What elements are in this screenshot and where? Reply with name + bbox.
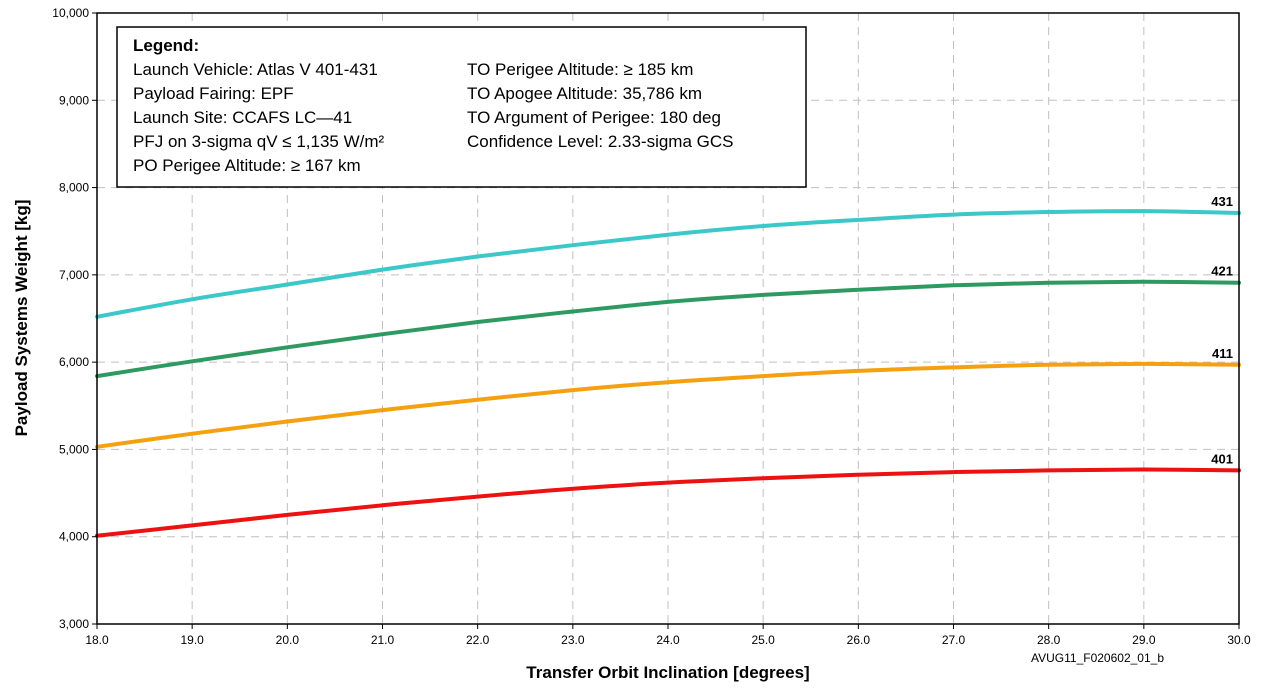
x-axis-ticks: 18.0 19.0 20.0 21.0 22.0 23.0 24.0 25.0 26.0 27.0… xyxy=(85,624,1251,647)
y-tick-label: 4,000 xyxy=(59,530,89,544)
legend-right-line: TO Apogee Altitude: 35,786 km xyxy=(467,84,702,103)
series-label-401: 401 xyxy=(1211,451,1233,466)
y-axis-ticks: 3,000 4,000 5,000 6,000 7,000 8,000 9,000 10,00… xyxy=(52,6,97,631)
series-labels: 401 411 421 431 xyxy=(1211,194,1233,466)
x-axis-title: Transfer Orbit Inclination [degrees] xyxy=(526,663,809,682)
legend-left-line: Payload Fairing: EPF xyxy=(133,84,294,103)
figure-id: AVUG11_F020602_01_b xyxy=(1031,651,1164,665)
x-tick-label: 25.0 xyxy=(751,633,775,647)
series-label-411: 411 xyxy=(1212,346,1233,361)
x-tick-label: 24.0 xyxy=(656,633,680,647)
x-tick-label: 26.0 xyxy=(847,633,871,647)
x-tick-label: 28.0 xyxy=(1037,633,1061,647)
series-label-421: 421 xyxy=(1211,264,1233,279)
x-tick-label: 22.0 xyxy=(466,633,490,647)
x-tick-label: 19.0 xyxy=(180,633,204,647)
x-tick-label: 23.0 xyxy=(561,633,585,647)
legend-frame xyxy=(116,26,807,188)
y-tick-label: 5,000 xyxy=(59,442,89,456)
legend-left-line: Launch Vehicle: Atlas V 401-431 xyxy=(133,60,378,79)
legend-left-line: PO Perigee Altitude: ≥ 167 km xyxy=(133,156,361,175)
legend-heading: Legend: xyxy=(133,36,199,55)
y-tick-label: 3,000 xyxy=(59,617,89,631)
legend-box: Legend: Launch Vehicle: Atlas V 401-431 … xyxy=(116,26,807,188)
y-tick-label: 6,000 xyxy=(59,355,89,369)
y-tick-label: 7,000 xyxy=(59,268,89,282)
series-label-431: 431 xyxy=(1211,194,1233,209)
y-tick-label: 10,000 xyxy=(52,6,89,20)
legend-right-line: Confidence Level: 2.33-sigma GCS xyxy=(467,132,733,151)
x-tick-label: 29.0 xyxy=(1132,633,1156,647)
x-tick-label: 18.0 xyxy=(85,633,109,647)
series-line-431 xyxy=(95,209,1241,319)
series-line-411 xyxy=(95,361,1241,449)
series-line-421 xyxy=(95,279,1241,379)
series-line-401 xyxy=(95,467,1241,538)
y-tick-label: 9,000 xyxy=(59,93,89,107)
series-lines xyxy=(95,209,1241,538)
legend-left-line: PFJ on 3-sigma qV ≤ 1,135 W/m² xyxy=(133,132,385,151)
legend-right-line: TO Argument of Perigee: 180 deg xyxy=(467,108,721,127)
x-tick-label: 21.0 xyxy=(371,633,395,647)
legend-right-line: TO Perigee Altitude: ≥ 185 km xyxy=(467,60,693,79)
legend-left-line: Launch Site: CCAFS LC—41 xyxy=(133,108,352,127)
y-axis-title: Payload Systems Weight [kg] xyxy=(12,200,31,437)
x-tick-label: 20.0 xyxy=(276,633,300,647)
x-tick-label: 27.0 xyxy=(942,633,966,647)
x-tick-label: 30.0 xyxy=(1227,633,1251,647)
y-tick-label: 8,000 xyxy=(59,181,89,195)
